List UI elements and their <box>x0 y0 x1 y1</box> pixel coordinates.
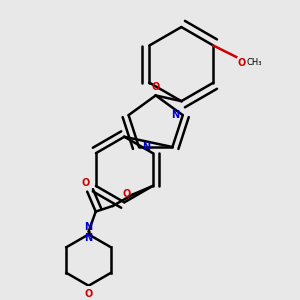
Text: N: N <box>142 142 151 152</box>
Text: O: O <box>122 190 130 200</box>
Text: N: N <box>85 222 93 232</box>
Text: O: O <box>238 58 246 68</box>
Text: CH₃: CH₃ <box>246 58 262 68</box>
Text: N: N <box>171 110 179 120</box>
Text: N: N <box>85 233 93 243</box>
Text: O: O <box>85 289 93 299</box>
Text: O: O <box>82 178 90 188</box>
Text: O: O <box>152 82 160 92</box>
